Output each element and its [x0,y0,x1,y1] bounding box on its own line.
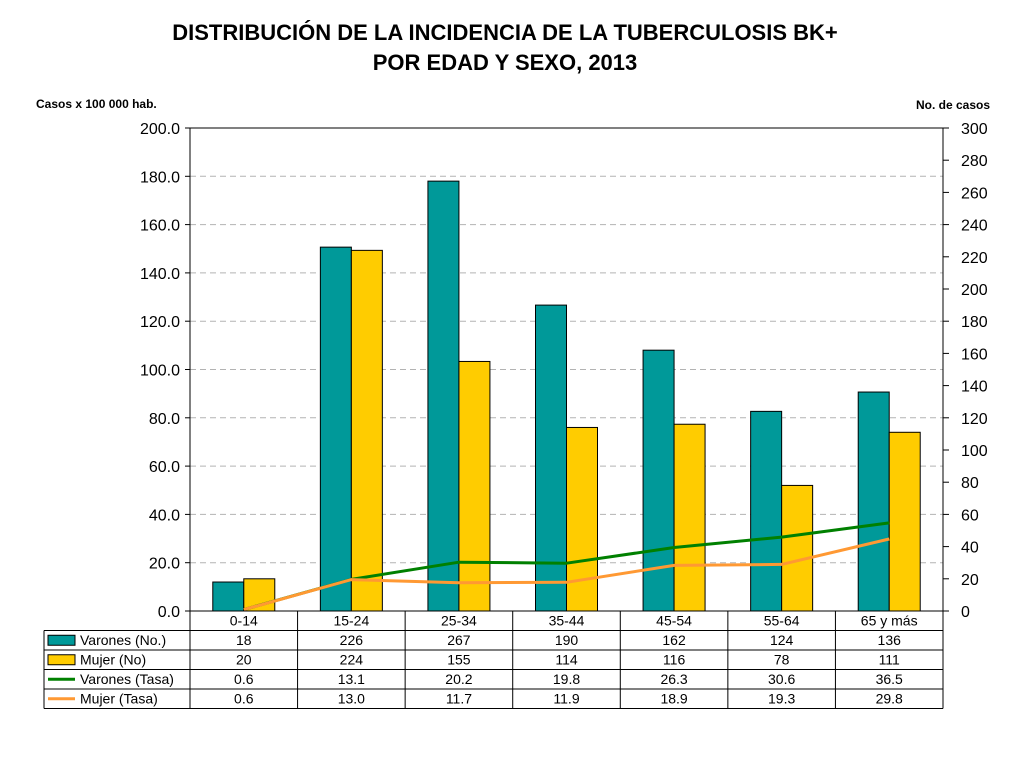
series-name: Mujer (No) [80,652,146,668]
data-label: 18 [236,632,252,648]
legend-key [47,654,76,666]
series-line [243,537,890,612]
category-label: 25-34 [441,613,477,629]
bar [750,410,783,612]
gridlines [190,175,943,564]
bar [857,391,890,612]
right-axis: 0 20 40 60 80 100 120 140 160 180 200 220 240 260 280 3… [943,121,988,621]
category-label: 55-64 [764,613,800,629]
left-axis-tick-label: 140.0 [140,266,180,283]
data-label: 19.3 [768,691,795,707]
data-label: 20 [236,652,252,668]
right-axis-tick-label: 220 [961,250,988,267]
left-axis-tick-label: 180.0 [140,169,180,186]
data-label: 18.9 [660,691,687,707]
data-label: 26.3 [660,671,687,687]
series-name: Mujer (Tasa) [80,691,158,707]
data-label: 11.9 [553,691,579,707]
bar [888,431,921,612]
right-axis-tick-label: 240 [961,218,988,235]
data-label: 114 [555,652,578,668]
data-label: 162 [662,632,686,648]
chart-title-line2: POR EDAD Y SEXO, 2013 [373,50,638,75]
data-label: 0.6 [234,671,254,687]
bar [350,249,383,612]
left-axis-tick-label: 100.0 [140,363,180,380]
data-label: 20.2 [445,671,472,687]
bar [642,349,675,612]
category-label: 45-54 [656,613,692,629]
category-label: 65 y más [861,613,918,629]
right-axis-tick-label: 100 [961,443,988,460]
data-label: 13.0 [338,691,365,707]
right-axis-tick-label: 60 [961,507,979,524]
left-axis-tick-label: 60.0 [149,459,180,476]
right-axis-label: No. de casos [916,98,990,112]
category-label: 35-44 [549,613,585,629]
data-label: 116 [663,652,686,668]
data-label: 19.8 [553,671,580,687]
series-name: Varones (No.) [80,632,166,648]
bar [535,304,567,612]
data-label: 11.7 [446,691,472,707]
chart-title-line1: DISTRIBUCIÓN DE LA INCIDENCIA DE LA TUBE… [172,20,838,45]
data-label: 30.6 [768,671,795,687]
series-name: Varones (Tasa) [80,671,174,687]
bar [673,423,706,612]
data-label: 78 [774,652,790,668]
right-axis-tick-label: 180 [961,314,988,331]
data-label: 136 [878,632,902,648]
left-axis-tick-label: 160.0 [140,218,180,235]
bar [566,426,598,612]
data-table: 0-14 15-24 25-34 35-44 45-54 55-64 65 y más Var… [43,610,944,709]
left-axis-tick-label: 0.0 [158,604,180,621]
data-label: 190 [555,632,579,648]
left-axis-label: Casos x 100 000 hab. [36,97,157,111]
right-axis-tick-label: 80 [961,475,979,492]
legend-key [47,634,76,646]
data-label: 124 [770,632,794,648]
right-axis-tick-label: 200 [961,282,988,299]
left-axis-tick-label: 20.0 [149,556,180,573]
category-label: 0-14 [230,613,258,629]
right-axis-tick-label: 260 [961,185,988,202]
data-label: 29.8 [876,691,903,707]
left-axis-tick-label: 200.0 [140,121,180,138]
right-axis-tick-label: 120 [961,411,988,428]
right-axis-tick-label: 20 [961,572,979,589]
data-label: 226 [340,632,364,648]
data-label: 155 [447,652,471,668]
data-label: 13.1 [338,671,365,687]
right-axis-tick-label: 300 [961,121,988,138]
data-label: 224 [340,652,364,668]
left-axis-tick-label: 120.0 [140,314,180,331]
bar [212,581,245,612]
lines [243,521,890,612]
data-label: 111 [879,652,900,668]
bar [427,180,460,612]
right-axis-tick-label: 160 [961,346,988,363]
bar [458,360,491,612]
right-axis-tick-label: 280 [961,153,988,170]
bar [319,246,352,612]
data-label: 36.5 [876,671,903,687]
left-axis-tick-label: 80.0 [149,411,180,428]
left-axis-tick-label: 40.0 [149,507,180,524]
bars [212,180,921,612]
right-axis-tick-label: 0 [961,604,970,621]
bar [781,484,814,612]
category-label: 15-24 [333,613,369,629]
right-axis-tick-label: 140 [961,379,988,396]
left-axis: 0.0 20.0 40.0 60.0 80.0 100.0 120.0 140.0 160.0 1… [140,121,190,621]
right-axis-tick-label: 40 [961,540,979,557]
data-label: 267 [447,632,471,648]
data-label: 0.6 [234,691,254,707]
